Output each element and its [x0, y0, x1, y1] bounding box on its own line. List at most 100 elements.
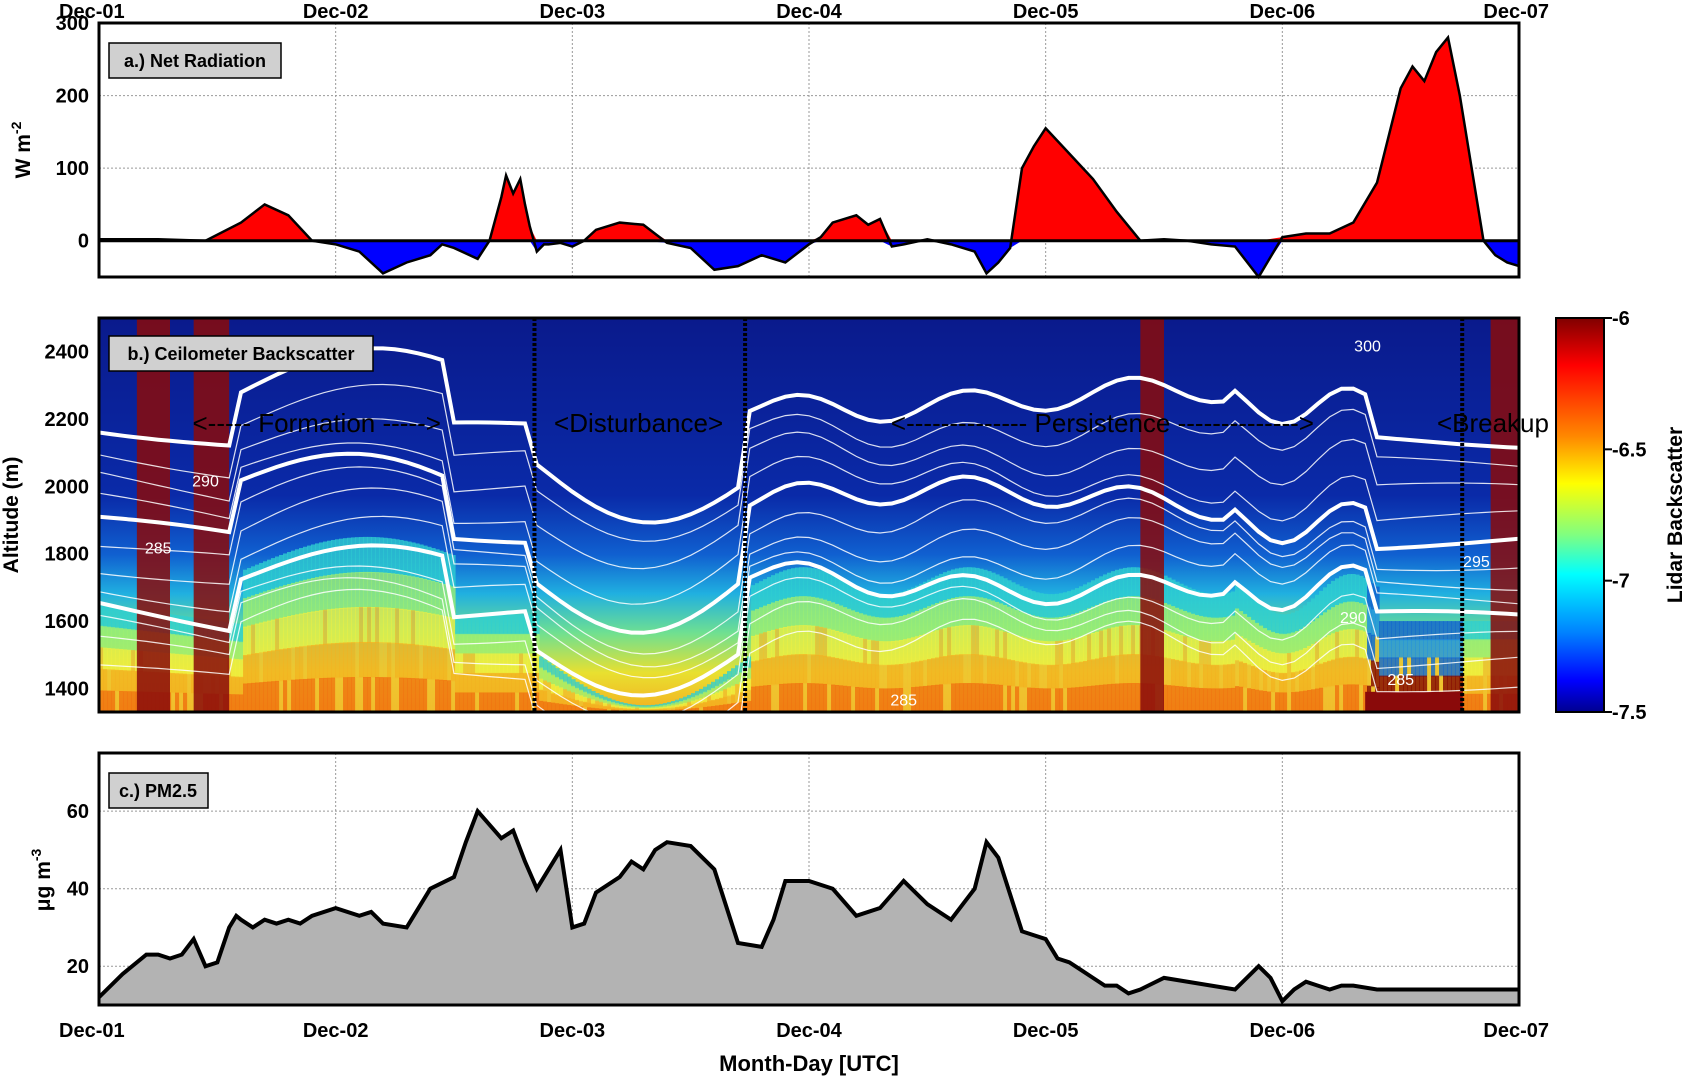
heatmap-cell — [595, 693, 600, 698]
heatmap-cell — [1175, 581, 1180, 609]
heatmap-cell — [979, 597, 984, 628]
heatmap-cell — [999, 684, 1004, 712]
heatmap-cell — [611, 699, 616, 704]
heatmap-cell — [431, 613, 436, 648]
heatmap-cell — [1367, 606, 1372, 634]
heatmap-cell — [1067, 591, 1072, 617]
heatmap-cell — [279, 680, 284, 712]
heatmap-cell — [411, 576, 416, 612]
x-tick-label-bottom: Dec-03 — [540, 1020, 606, 1042]
heatmap-cell — [1275, 633, 1280, 654]
heatmap-cell — [1291, 612, 1296, 634]
heatmap-cell — [371, 606, 376, 643]
heatmap-cell — [535, 653, 540, 674]
heatmap-cell — [1047, 688, 1052, 712]
heatmap-cell — [711, 681, 716, 689]
heatmap-cell — [1131, 683, 1136, 712]
heatmap-cell — [811, 568, 816, 598]
heatmap-cell — [559, 703, 564, 712]
heatmap-cell — [1199, 615, 1204, 641]
heatmap-cell — [491, 614, 496, 635]
heatmap-cell — [231, 676, 236, 696]
heatmap-cell — [875, 640, 880, 666]
heatmap-cell — [507, 672, 512, 694]
heatmap-cell — [1135, 567, 1140, 598]
heatmap-cell — [451, 586, 456, 619]
heatmap-cell — [619, 704, 624, 708]
heatmap-cell — [1015, 609, 1020, 637]
heatmap-cell — [131, 650, 136, 672]
heatmap-cell — [1363, 658, 1368, 687]
heatmap-cell — [1251, 619, 1256, 644]
heatmap-cell — [1247, 593, 1252, 618]
heatmap-cell — [295, 614, 300, 648]
heatmap-cell — [659, 703, 664, 707]
heatmap-cell — [955, 654, 960, 685]
heatmap-cell — [607, 698, 612, 703]
heatmap-cell — [519, 692, 524, 712]
heatmap-cell — [171, 614, 176, 635]
x-tick-label-bottom: Dec-06 — [1250, 1020, 1316, 1042]
heatmap-cell — [1383, 639, 1388, 659]
heatmap-cell — [915, 686, 920, 712]
heatmap-cell — [1091, 580, 1096, 608]
heatmap-cell — [763, 632, 768, 660]
heatmap-cell — [887, 617, 892, 643]
heatmap-cell — [907, 662, 912, 689]
heatmap-cell — [755, 583, 760, 610]
heatmap-cell — [587, 707, 592, 712]
heatmap-cell — [1407, 639, 1412, 659]
heatmap-cell — [827, 656, 832, 686]
heatmap-cell — [379, 677, 384, 712]
heatmap-cell — [1447, 639, 1452, 659]
heatmap-cell — [171, 672, 176, 694]
heatmap-cell — [1063, 688, 1068, 712]
heatmap-cell — [1267, 691, 1272, 712]
heatmap-cell — [1255, 600, 1260, 624]
phase-label: <-------------- Persistence ------------… — [891, 408, 1314, 438]
heatmap-cell — [123, 649, 128, 672]
theta-contour — [99, 442, 1519, 605]
heatmap-cell — [1435, 657, 1440, 677]
heatmap-cell — [1063, 592, 1068, 618]
heatmap-cell — [123, 691, 128, 712]
heatmap-cell — [327, 540, 332, 576]
heatmap-cell — [919, 686, 924, 712]
heatmap-cell — [723, 673, 728, 683]
heatmap-cell — [367, 606, 372, 643]
heatmap-cell — [1379, 657, 1384, 677]
heatmap-cell — [747, 678, 752, 691]
heatmap-cell — [1163, 602, 1168, 632]
heatmap-cell — [783, 683, 788, 712]
theta-contour — [99, 565, 1519, 712]
heatmap-cell — [771, 657, 776, 686]
heatmap-cell — [955, 625, 960, 656]
heatmap-cell — [1123, 625, 1128, 656]
heatmap-cell — [627, 708, 632, 712]
heatmap-cell — [1311, 598, 1316, 623]
theta-contour — [99, 383, 1519, 542]
heatmap-cell — [191, 674, 196, 695]
heatmap-cell — [355, 537, 360, 574]
heatmap-cell — [411, 644, 416, 680]
heatmap-cell — [911, 662, 916, 689]
heatmap-cell — [1167, 577, 1172, 606]
heatmap-cell — [175, 673, 180, 694]
heatmap-cell — [995, 656, 1000, 686]
heatmap-high-column — [136, 318, 170, 712]
heatmap-cell — [775, 601, 780, 630]
heatmap-cell — [531, 692, 536, 712]
heatmap-cell — [183, 692, 188, 712]
heatmap-cell — [843, 685, 848, 712]
heatmap-cell — [959, 654, 964, 685]
heatmap-cell — [363, 641, 368, 678]
heatmap-cell — [267, 620, 272, 653]
heatmap-cell — [1319, 663, 1324, 689]
heatmap-cell — [1219, 617, 1224, 643]
heatmap-cell — [1335, 685, 1340, 712]
heatmap-cell — [439, 679, 444, 712]
heatmap-cell — [1043, 664, 1048, 690]
heatmap-cell — [639, 709, 644, 712]
heatmap-cell — [983, 598, 988, 628]
heatmap-cell — [1059, 640, 1064, 666]
